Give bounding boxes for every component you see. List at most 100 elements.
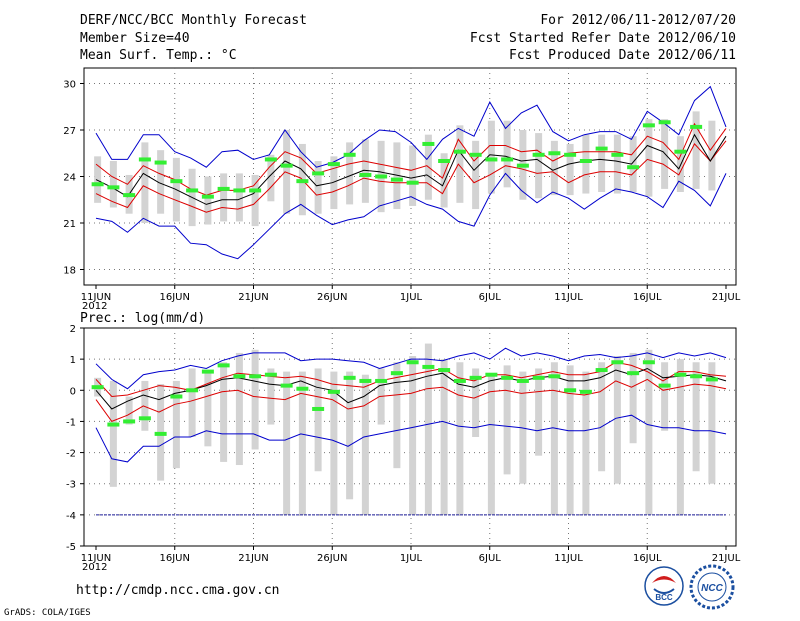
temp-spread-box xyxy=(645,119,653,197)
temp-spread-box xyxy=(314,161,322,214)
prec-spread-box xyxy=(314,368,322,472)
temp-obs-marker xyxy=(674,149,687,154)
temp-obs-marker xyxy=(422,141,435,146)
prec-spread-box xyxy=(109,380,117,487)
prec-ytick-label: -2 xyxy=(66,449,76,460)
prec-ytick-label: -1 xyxy=(66,417,76,428)
prec-variable-label: Prec.: log(mm/d) xyxy=(80,311,206,326)
prec-spread-box xyxy=(125,396,133,425)
prec-spread-box xyxy=(220,362,228,462)
prec-obs-marker xyxy=(154,431,167,436)
temp-obs-marker xyxy=(138,157,151,162)
temp-xtick-label: 21JUL xyxy=(712,292,741,303)
prec-obs-marker xyxy=(327,389,340,394)
temp-obs-marker xyxy=(627,165,640,170)
source-url[interactable]: http://cmdp.ncc.cma.gov.cn xyxy=(76,583,280,598)
prec-obs-marker xyxy=(595,368,608,373)
prec-xtick-label: 21JUN xyxy=(238,553,268,564)
temp-spread-box xyxy=(346,142,354,205)
prec-spread-box xyxy=(598,362,606,472)
prec-obs-marker xyxy=(469,375,482,380)
temp-xtick-label: 6JUL xyxy=(479,292,502,303)
member-size: Member Size=40 xyxy=(80,31,190,46)
temp-spread-box xyxy=(220,173,228,222)
temp-obs-marker xyxy=(343,152,356,157)
prec-max-line xyxy=(95,347,727,390)
prec-spread-box xyxy=(472,368,480,437)
temp-obs-marker xyxy=(327,162,340,167)
temp-mean-line xyxy=(95,133,727,205)
prec-spread-box xyxy=(204,371,212,447)
temp-xtick-label: 16JUL xyxy=(633,292,662,303)
prec-spread-box xyxy=(298,371,306,515)
logos: BCC NCC xyxy=(644,564,735,610)
prec-obs-marker xyxy=(138,416,151,421)
prec-spread-box xyxy=(487,374,495,515)
temp-spread-box xyxy=(708,120,716,191)
temp-spread-box xyxy=(550,140,558,196)
temp-spread-box xyxy=(440,153,448,208)
prec-spread-box xyxy=(503,365,511,475)
prec-obs-marker xyxy=(611,360,624,365)
variable-label: Mean Surf. Temp.: °C xyxy=(80,48,237,63)
temp-obs-marker xyxy=(438,159,451,163)
prec-obs-marker xyxy=(107,422,120,427)
temp-spread-box xyxy=(157,150,165,214)
prec-obs-marker xyxy=(674,372,687,377)
prec-spread-box xyxy=(267,368,275,425)
temp-obs-marker xyxy=(532,152,545,157)
temp-spread-box xyxy=(94,156,102,203)
prec-ytick-label: 1 xyxy=(70,355,76,366)
temp-obs-marker xyxy=(186,188,199,193)
prec-spread-box xyxy=(613,356,621,484)
prec-spread-box xyxy=(188,368,196,437)
temp-obs-marker xyxy=(642,123,655,128)
forecast-produced-date: Fcst Produced Date 2012/06/11 xyxy=(509,48,736,63)
temp-spread-box xyxy=(330,156,338,210)
prec-obs-marker xyxy=(501,375,514,380)
prec-obs-marker xyxy=(312,406,325,411)
temp-obs-marker xyxy=(359,172,372,177)
prec-spread-box xyxy=(330,371,338,515)
prec-obs-marker xyxy=(280,383,293,388)
prec-xtick-label: 16JUL xyxy=(633,553,662,564)
temp-xtick-label: 1JUL xyxy=(400,292,423,303)
temp-obs-marker xyxy=(264,157,277,162)
temp-obs-marker xyxy=(375,174,388,179)
temp-spread-box xyxy=(503,120,511,188)
temp-spread-box xyxy=(283,130,291,214)
prec-obs-marker xyxy=(343,375,356,380)
prec-min-line xyxy=(95,414,727,463)
temp-obs-marker xyxy=(201,194,214,199)
prec-obs-marker xyxy=(201,369,214,374)
temp-spread-box xyxy=(692,111,700,189)
prec-obs-marker xyxy=(296,386,309,391)
temp-obs-marker xyxy=(595,146,608,151)
prec-spread-box xyxy=(440,359,448,515)
prec-obs-marker xyxy=(170,394,183,399)
temp-ytick-label: 18 xyxy=(63,266,76,277)
prec-obs-marker xyxy=(690,374,703,379)
prec-obs-marker xyxy=(390,371,403,376)
temp-xtick-label: 26JUN xyxy=(317,292,347,303)
temp-obs-marker xyxy=(453,149,466,154)
temp-spread-box xyxy=(204,176,212,225)
prec-spread-box xyxy=(535,368,543,456)
prec-xtick-label: 11JUL xyxy=(554,553,583,564)
temp-obs-marker xyxy=(296,179,309,184)
temp-ytick-label: 27 xyxy=(63,126,76,137)
temp-min-line xyxy=(95,85,727,168)
prec-ytick-label: -5 xyxy=(66,542,76,553)
prec-spread-box xyxy=(550,362,558,515)
prec-obs-marker xyxy=(186,388,199,393)
grads-credit: GrADS: COLA/IGES xyxy=(4,608,91,618)
prec-spread-box xyxy=(676,359,684,515)
temp-obs-marker xyxy=(107,185,120,190)
prec-spread-box xyxy=(692,362,700,472)
temp-spread-box xyxy=(629,136,637,192)
prec-spread-box xyxy=(346,371,354,500)
prec-xtick-label: 2012 xyxy=(82,562,107,573)
prec-obs-marker xyxy=(579,389,592,394)
